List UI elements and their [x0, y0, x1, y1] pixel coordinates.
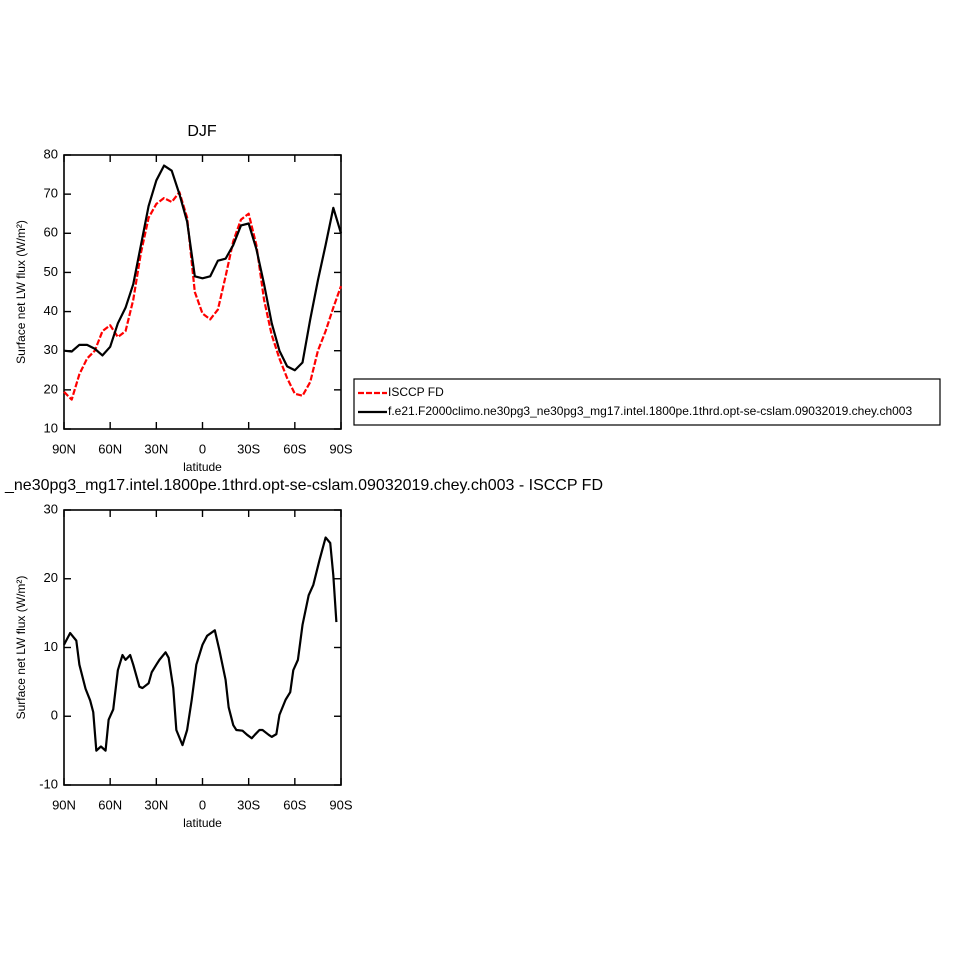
data-line [63, 191, 343, 401]
legend: ISCCP FD f.e21.F2000climo.ne30pg3_ne30pg3… [353, 378, 941, 426]
y-tick-label: 80 [44, 146, 58, 161]
x-tick-label: 30S [237, 797, 260, 812]
x-tick-label: 30N [144, 797, 168, 812]
y-tick-label: 0 [51, 708, 58, 723]
y-tick-label: 60 [44, 225, 58, 240]
y-tick-label: -10 [39, 776, 58, 791]
y-tick-label: 20 [44, 381, 58, 396]
x-tick-label: 0 [199, 441, 206, 456]
legend-label: f.e21.F2000climo.ne30pg3_ne30pg3_mg17.in… [388, 404, 912, 418]
y-tick-label: 70 [44, 186, 58, 201]
x-tick-label: 60N [98, 441, 122, 456]
chart-title: _ne30pg3_mg17.intel.1800pe.1thrd.opt-se-… [4, 477, 603, 494]
legend-label: ISCCP FD [388, 385, 444, 399]
x-tick-label: 90N [52, 797, 76, 812]
y-tick-label: 30 [44, 501, 58, 516]
y-axis-label: Surface net LW flux (W/m²) [14, 576, 28, 720]
y-tick-label: 10 [44, 639, 58, 654]
x-tick-label: 90S [329, 441, 352, 456]
x-tick-label: 0 [199, 797, 206, 812]
x-tick-label: 60N [98, 797, 122, 812]
x-tick-label: 90N [52, 441, 76, 456]
y-tick-label: 30 [44, 342, 58, 357]
plot-frame [63, 154, 342, 430]
x-tick-label: 30N [144, 441, 168, 456]
x-tick-label: 30S [237, 441, 260, 456]
chart-title: DJF [187, 123, 217, 140]
y-tick-label: 50 [44, 264, 58, 279]
y-tick-label: 40 [44, 303, 58, 318]
x-tick-label: 60S [283, 797, 306, 812]
x-tick-label: 90S [329, 797, 352, 812]
x-tick-label: 60S [283, 441, 306, 456]
x-axis-label: latitude [183, 460, 222, 474]
x-axis-label: latitude [183, 816, 222, 830]
legend-frame [353, 378, 941, 426]
data-line [63, 536, 338, 752]
y-axis-label: Surface net LW flux (W/m²) [14, 220, 28, 364]
y-tick-label: 10 [44, 420, 58, 435]
y-tick-label: 20 [44, 570, 58, 585]
data-line [63, 164, 343, 372]
